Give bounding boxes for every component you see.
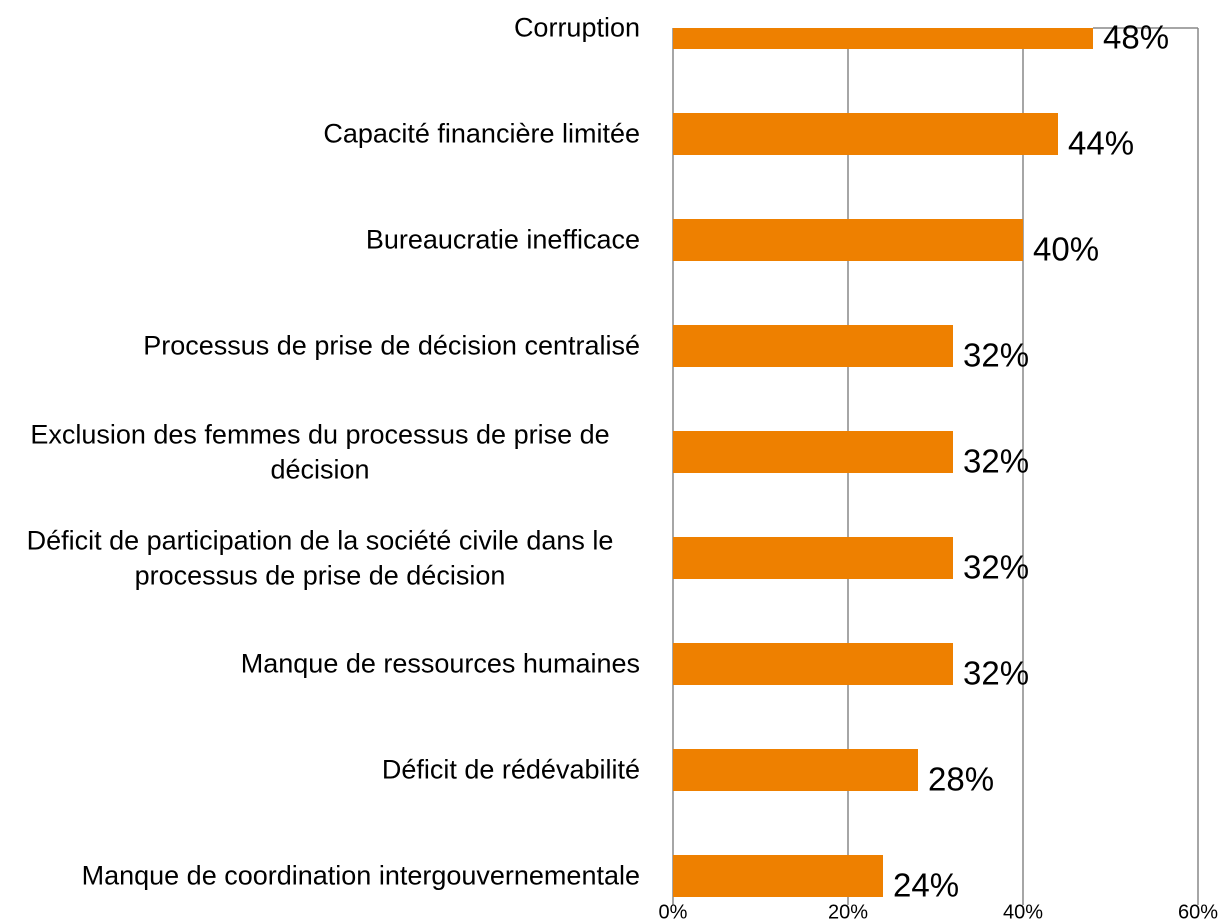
category-label-box: Manque de ressources humaines (0, 647, 640, 682)
y-tick-label: Bureaucratie inefficace (365, 224, 640, 255)
value-label: 32% (963, 549, 1029, 586)
y-tick-label: Processus de prise de décision centralis… (143, 330, 640, 361)
value-label: 40% (1033, 231, 1099, 268)
x-tick-label: 60% (1178, 901, 1218, 922)
x-tick-label: 20% (828, 901, 868, 922)
category-label-box: Manque de coordination intergouvernement… (0, 859, 640, 894)
category-label-box: Déficit de rédévabilité (0, 753, 640, 788)
bar (673, 537, 953, 579)
value-label: 44% (1068, 125, 1134, 162)
category-label-box: Déficit de participation de la société c… (0, 523, 640, 592)
y-tick-label: Manque de ressources humaines (240, 648, 640, 679)
value-label: 28% (928, 761, 994, 798)
value-label: 48% (1103, 19, 1169, 56)
y-tick-label: Corruption (513, 12, 640, 43)
bar (673, 28, 1093, 49)
category-label-box: Exclusion des femmes du processus de pri… (0, 417, 640, 486)
y-tick-label: Déficit de participation de la société c… (26, 525, 614, 590)
bar (673, 643, 953, 685)
value-label: 32% (963, 655, 1029, 692)
category-label-box: Capacité financière limitée (0, 117, 640, 152)
bar (673, 431, 953, 473)
bar (673, 113, 1058, 155)
category-label-box: Processus de prise de décision centralis… (0, 329, 640, 364)
y-tick-label: Manque de coordination intergouvernement… (81, 860, 640, 891)
category-label-box: Corruption (0, 11, 640, 46)
bar (673, 325, 953, 367)
bar (673, 219, 1023, 261)
y-tick-label: Exclusion des femmes du processus de pri… (30, 419, 610, 484)
value-label: 24% (893, 867, 959, 904)
bar (673, 749, 918, 791)
x-tick-label: 0% (659, 901, 688, 922)
category-label-box: Bureaucratie inefficace (0, 223, 640, 258)
bar (673, 855, 883, 897)
y-tick-label: Déficit de rédévabilité (381, 754, 640, 785)
value-label: 32% (963, 443, 1029, 480)
value-label: 32% (963, 337, 1029, 374)
y-tick-label: Capacité financière limitée (323, 118, 640, 149)
x-tick-label: 40% (1003, 901, 1043, 922)
